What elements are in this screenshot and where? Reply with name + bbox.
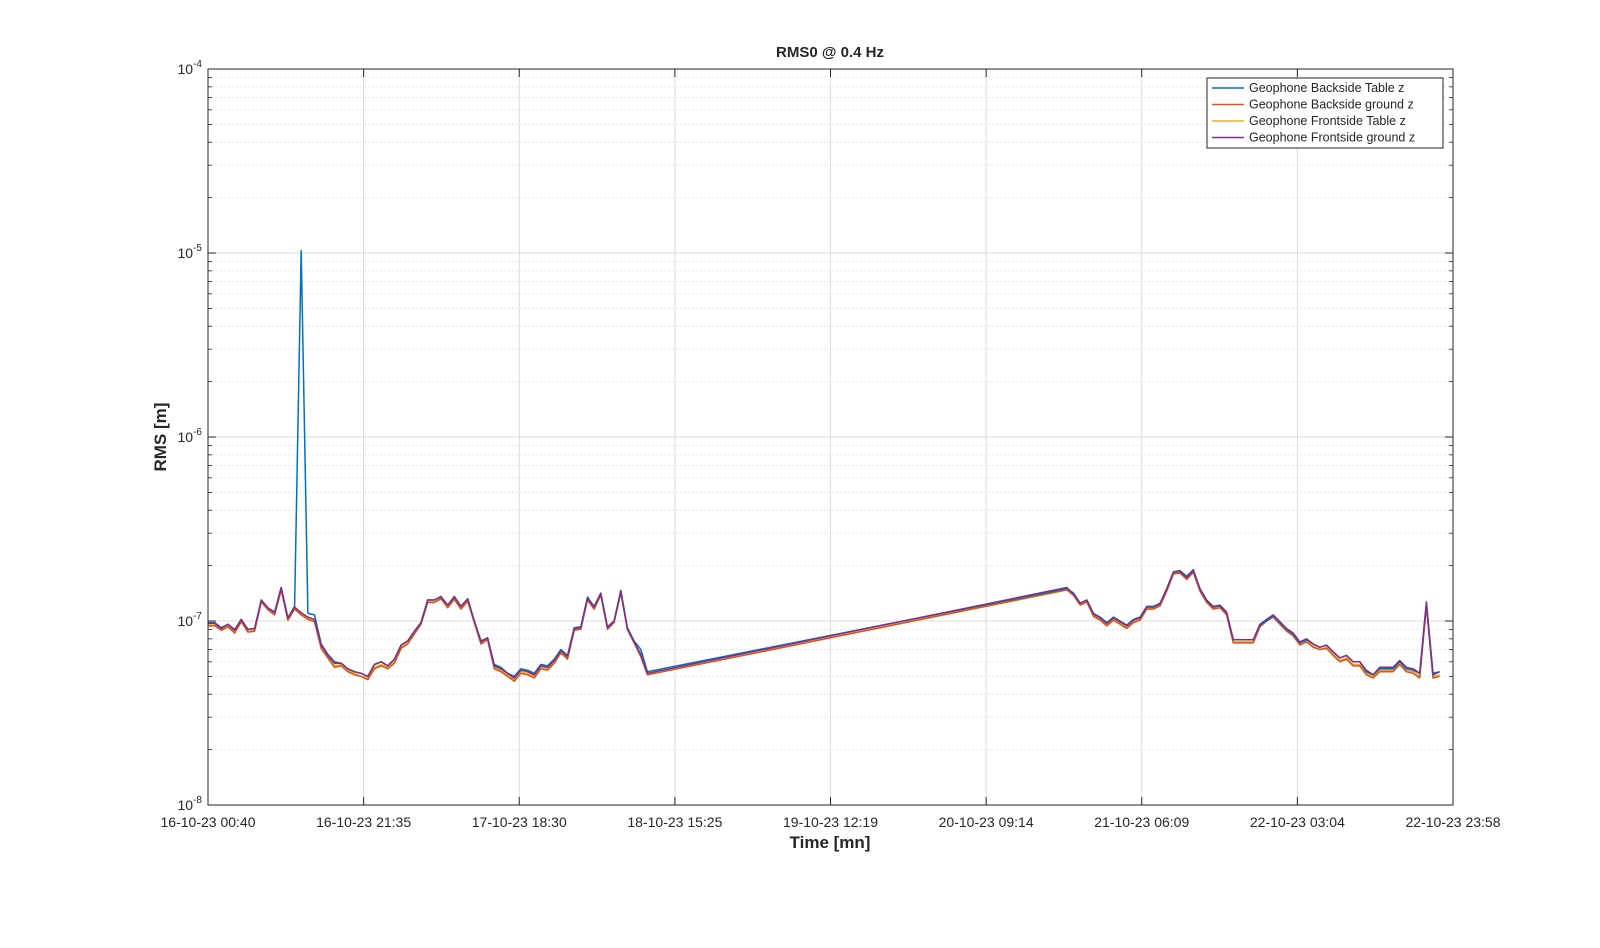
minor-grid xyxy=(208,76,1453,751)
x-tick-label: 21-10-23 06:09 xyxy=(1094,814,1189,830)
y-tick-label: 10-7 xyxy=(178,611,203,629)
x-tick-labels: 16-10-23 00:40 16-10-23 21:35 17-10-23 18:… xyxy=(161,814,1501,830)
legend-label-backside-table: Geophone Backside Table z xyxy=(1249,81,1404,95)
legend-label-frontside-ground: Geophone Frontside ground z xyxy=(1249,131,1415,145)
axis-ticks xyxy=(207,68,1454,806)
y-tick-label: 10-8 xyxy=(178,795,203,813)
x-axis-label: Time [mn] xyxy=(790,833,871,852)
x-tick-label: 19-10-23 12:19 xyxy=(783,814,878,830)
legend-label-backside-ground: Geophone Backside ground z xyxy=(1249,98,1414,112)
x-tick-label: 22-10-23 23:58 xyxy=(1406,814,1501,830)
x-tick-label: 16-10-23 00:40 xyxy=(161,814,256,830)
legend: Geophone Backside Table z Geophone Backs… xyxy=(1206,77,1444,149)
y-tick-label: 10-4 xyxy=(178,59,203,77)
x-tick-label: 18-10-23 15:25 xyxy=(627,814,722,830)
x-tick-label: 22-10-23 03:04 xyxy=(1250,814,1345,830)
x-tick-label: 17-10-23 18:30 xyxy=(472,814,567,830)
series-layer xyxy=(208,249,1441,683)
y-tick-labels: 10-4 10-5 10-6 10-7 10-8 xyxy=(178,59,203,813)
x-tick-label: 20-10-23 09:14 xyxy=(939,814,1034,830)
series-line-geophone-frontside-ground-z xyxy=(208,569,1440,679)
chart-title: RMS0 @ 0.4 Hz xyxy=(776,44,884,61)
legend-label-frontside-table: Geophone Frontside Table z xyxy=(1249,114,1406,128)
y-tick-label: 10-6 xyxy=(178,427,203,445)
x-tick-label: 16-10-23 21:35 xyxy=(316,814,411,830)
legend-box xyxy=(1206,77,1444,149)
y-tick-label: 10-5 xyxy=(178,243,203,261)
y-axis-label: RMS [m] xyxy=(151,403,170,472)
